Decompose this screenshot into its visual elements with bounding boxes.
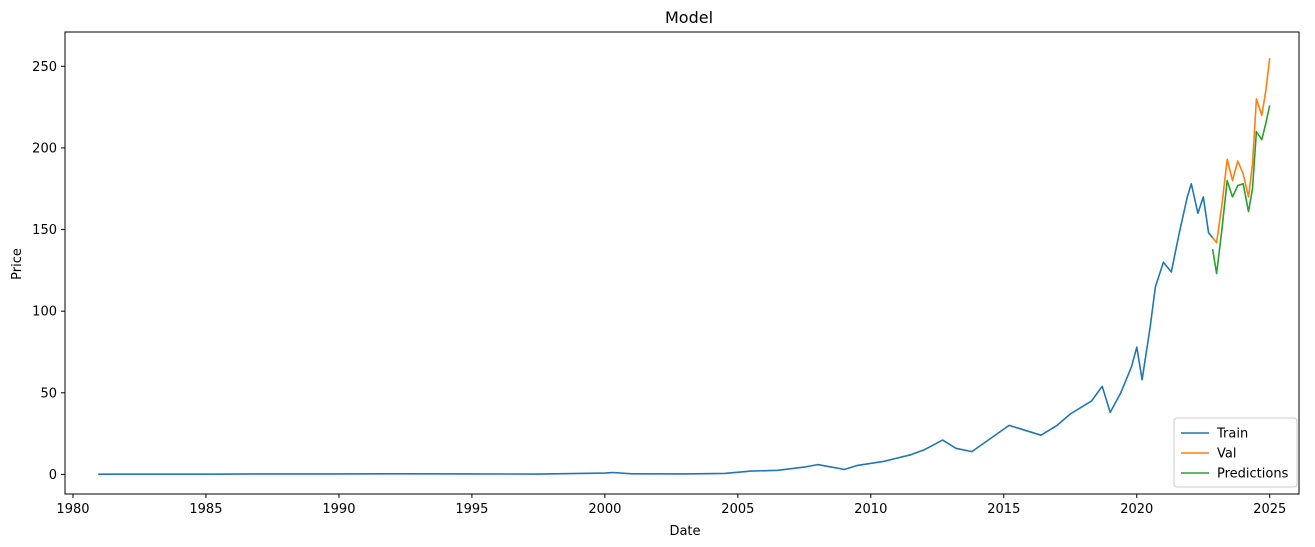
x-tick-label: 2005 xyxy=(721,502,754,517)
x-tick-label: 2020 xyxy=(1120,502,1153,517)
plot-area: 1980 1985 1990 1995 2000 2005 2010 2015 2020 2025… xyxy=(32,31,1300,517)
x-tick-label: 1990 xyxy=(322,502,355,517)
y-tick-label: 200 xyxy=(32,141,57,156)
series-line-predictions xyxy=(1211,105,1271,275)
y-tick-label: 100 xyxy=(32,305,57,320)
x-axis: 1980 1985 1990 1995 2000 2005 2010 2015 2020 2025 xyxy=(56,494,1286,517)
y-tick-label: 50 xyxy=(40,386,57,401)
legend-label-predictions: Predictions xyxy=(1217,467,1289,482)
y-tick-label: 250 xyxy=(32,60,57,75)
y-axis-label: Price xyxy=(10,248,25,280)
legend-label-train: Train xyxy=(1216,427,1248,442)
legend: Train Val Predictions xyxy=(1173,417,1298,488)
x-tick-label: 2015 xyxy=(987,502,1020,517)
series-line-val xyxy=(1211,58,1271,244)
legend-box xyxy=(1173,417,1298,488)
series-line-train xyxy=(98,183,1214,476)
x-tick-label: 2000 xyxy=(588,502,621,517)
legend-label-val: Val xyxy=(1217,447,1236,462)
y-tick-label: 0 xyxy=(49,468,57,483)
x-tick-label: 2010 xyxy=(854,502,887,517)
y-axis: 0 50 100 150 200 250 xyxy=(32,60,65,483)
series-layer xyxy=(98,58,1271,476)
plot-frame xyxy=(64,31,1300,495)
x-tick-label: 2025 xyxy=(1253,502,1286,517)
x-axis-label: Date xyxy=(669,524,700,539)
x-tick-label: 1995 xyxy=(455,502,488,517)
x-tick-label: 1980 xyxy=(56,502,89,517)
x-tick-label: 1985 xyxy=(189,502,222,517)
chart-title: Model xyxy=(665,8,713,27)
y-tick-label: 150 xyxy=(32,223,57,238)
